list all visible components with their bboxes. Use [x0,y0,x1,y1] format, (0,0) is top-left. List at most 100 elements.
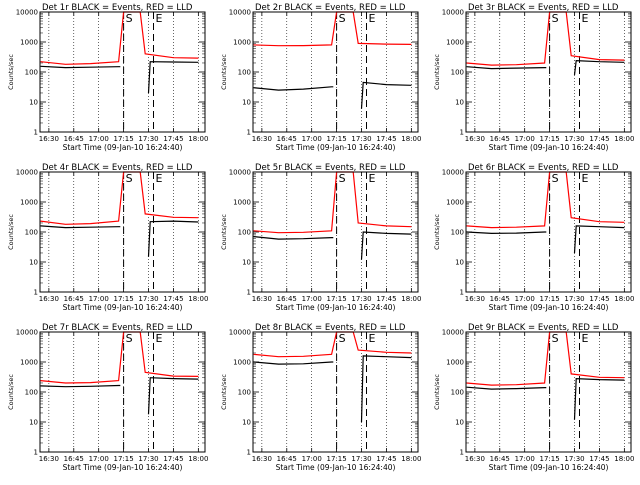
marker-label-e: E [156,172,163,185]
x-axis-label: Start Time (09-Jan-10 16:24:40) [63,463,183,472]
x-tick-label: 17:45 [376,295,396,303]
y-tick-label: 1000 [20,359,38,367]
x-tick-label: 16:30 [39,295,59,303]
x-tick-label: 17:30 [138,455,158,463]
marker-label-e: E [156,332,163,345]
y-tick-label: 10000 [442,169,464,177]
y-tick-label: 100 [25,69,38,77]
x-tick-label: 17:30 [351,295,371,303]
x-tick-label: 18:00 [614,135,634,143]
x-tick-label: 17:00 [302,295,322,303]
y-tick-label: 100 [451,69,464,77]
y-tick-label: 10000 [229,329,251,337]
panel-title: Det 6r BLACK = Events, RED = LLD [468,163,619,173]
panel-3: Det 3r BLACK = Events, RED = LLD 16:30 16:… [433,3,634,152]
x-tick-label: 17:30 [564,295,584,303]
plot-frame [252,11,419,133]
y-tick-label: 10 [29,259,38,267]
y-tick-label: 10 [455,419,464,427]
x-axis-label: Start Time (09-Jan-10 16:24:40) [489,463,609,472]
x-tick-label: 17:15 [114,135,134,143]
x-tick-label: 16:30 [252,135,272,143]
panel-title: Det 5r BLACK = Events, RED = LLD [255,163,406,173]
marker-label-e: E [369,172,376,185]
x-tick-label: 17:15 [327,295,347,303]
series-line-lld [466,331,625,386]
y-tick-label: 100 [25,389,38,397]
x-tick-label: 17:45 [163,135,183,143]
panel-4: Det 4r BLACK = Events, RED = LLD 16:30 16:… [7,163,208,312]
marker-label-e: E [582,12,589,25]
x-tick-label: 18:00 [188,455,208,463]
series-line-lld [40,331,199,384]
series-line-lld [40,11,199,65]
y-axis-label: Counts/sec [7,374,15,410]
panel-1: Det 1r BLACK = Events, RED = LLD 16:30 16:… [7,3,208,152]
series-line-events [466,225,625,254]
x-tick-label: 17:30 [351,135,371,143]
y-tick-label: 10 [455,99,464,107]
y-tick-label: 10000 [16,9,38,17]
x-tick-label: 17:15 [540,295,560,303]
x-tick-label: 17:00 [89,295,109,303]
plot-frame [465,11,632,133]
y-tick-label: 100 [238,69,251,77]
marker-label-s: S [339,12,346,25]
marker-label-e: E [369,12,376,25]
y-tick-label: 1000 [233,359,251,367]
series-line-lld [40,171,199,225]
x-tick-label: 17:30 [351,455,371,463]
marker-label-s: S [552,172,559,185]
x-tick-label: 16:30 [465,295,485,303]
plot-frame [39,331,206,453]
y-axis-label: Counts/sec [220,54,228,90]
x-tick-label: 17:30 [564,135,584,143]
x-tick-label: 17:45 [376,455,396,463]
series-line-lld [253,171,412,234]
x-tick-label: 16:45 [277,295,297,303]
x-tick-label: 16:45 [277,135,297,143]
y-tick-label: 1000 [446,39,464,47]
y-tick-label: 1000 [20,199,38,207]
x-tick-label: 17:15 [540,455,560,463]
y-tick-label: 1 [247,449,251,457]
x-axis-label: Start Time (09-Jan-10 16:24:40) [63,143,183,152]
series-line-lld [466,11,625,66]
x-tick-label: 17:45 [589,295,609,303]
plot-frame [465,171,632,293]
y-tick-label: 1000 [20,39,38,47]
series-line-lld [466,171,625,229]
series-line-events [253,81,412,109]
panel-title: Det 3r BLACK = Events, RED = LLD [468,3,619,13]
marker-label-s: S [126,172,133,185]
x-tick-label: 17:00 [89,455,109,463]
x-tick-label: 18:00 [614,455,634,463]
x-tick-label: 17:15 [327,135,347,143]
y-tick-label: 1000 [233,199,251,207]
series-line-events [466,59,625,75]
x-tick-label: 16:30 [465,455,485,463]
x-tick-label: 17:30 [138,135,158,143]
x-tick-label: 17:30 [138,295,158,303]
x-tick-label: 16:45 [490,295,510,303]
series-line-lld [253,331,412,358]
y-tick-label: 1 [460,289,464,297]
x-tick-label: 16:45 [64,135,84,143]
x-tick-label: 17:45 [589,455,609,463]
x-tick-label: 16:30 [252,295,272,303]
y-tick-label: 100 [451,229,464,237]
x-axis-label: Start Time (09-Jan-10 16:24:40) [489,303,609,312]
marker-label-s: S [339,172,346,185]
x-axis-label: Start Time (09-Jan-10 16:24:40) [63,303,183,312]
panel-5: Det 5r BLACK = Events, RED = LLD 16:30 16:… [220,163,421,312]
x-tick-label: 16:45 [64,295,84,303]
x-tick-label: 16:30 [39,135,59,143]
y-tick-label: 100 [238,389,251,397]
x-tick-label: 17:15 [327,455,347,463]
x-tick-label: 18:00 [401,295,421,303]
panel-title: Det 8r BLACK = Events, RED = LLD [255,323,406,333]
y-tick-label: 10 [29,419,38,427]
y-tick-label: 10000 [16,329,38,337]
